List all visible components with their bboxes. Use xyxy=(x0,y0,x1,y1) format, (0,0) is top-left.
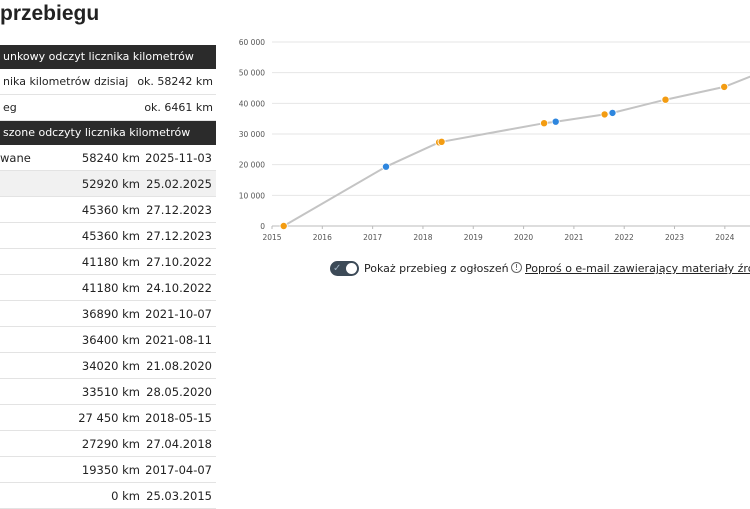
reading-date: 2017-04-07 xyxy=(145,462,212,477)
reading-km: 45360 km xyxy=(81,202,140,217)
info-icon: ! xyxy=(511,262,522,273)
x-tick-label: 2018 xyxy=(413,233,432,242)
reading-date: 27.10.2022 xyxy=(146,254,212,269)
reading-row: 0 km 25.03.2015 xyxy=(0,483,216,509)
reading-row: 45360 km 27.12.2023 xyxy=(0,223,216,249)
reading-km: 36400 km xyxy=(81,332,140,347)
data-point[interactable] xyxy=(551,117,560,126)
reading-row: 27290 km 27.04.2018 xyxy=(0,431,216,457)
reading-km: 41180 km xyxy=(81,254,140,269)
x-tick-label: 2019 xyxy=(464,233,483,242)
x-tick-label: 2022 xyxy=(615,233,634,242)
page-title: przebiegu xyxy=(0,2,100,25)
reading-km: 52920 km xyxy=(81,176,140,191)
reading-km: 41180 km xyxy=(81,280,140,295)
reading-row: 19350 km 2017-04-07 xyxy=(0,457,216,483)
x-tick-label: 2021 xyxy=(564,233,583,242)
summary-row: nika kilometrów dzisiaj ok. 58242 km xyxy=(0,69,216,95)
reading-row: 41180 km 24.10.2022 xyxy=(0,275,216,301)
reading-date: 2021-10-07 xyxy=(145,306,212,321)
x-tick-label: 2016 xyxy=(313,233,332,242)
reading-km: 0 km xyxy=(111,488,140,503)
reading-row: 36890 km 2021-10-07 xyxy=(0,301,216,327)
readings-list: wane 58240 km 2025-11-03 52920 km 25.02.2025… xyxy=(0,145,216,509)
reading-date: 27.04.2018 xyxy=(146,436,212,451)
reading-date: 25.03.2015 xyxy=(146,488,212,503)
chart-controls: ✓ Pokaż przebieg z ogłoszeń ! Poproś o e… xyxy=(330,260,750,278)
reading-km: 27290 km xyxy=(81,436,140,451)
summary-label: eg xyxy=(3,101,17,114)
reading-date: 21.08.2020 xyxy=(146,358,212,373)
data-point[interactable] xyxy=(279,221,288,230)
reading-km: 27 450 km xyxy=(78,410,140,425)
data-point[interactable] xyxy=(661,95,670,104)
reading-date: 28.05.2020 xyxy=(146,384,212,399)
data-point[interactable] xyxy=(608,108,617,117)
reading-source: wane xyxy=(0,150,31,165)
reading-date: 25.02.2025 xyxy=(146,176,212,191)
x-tick-label: 2024 xyxy=(715,233,734,242)
y-tick-label: 20 000 xyxy=(239,161,265,170)
reading-km: 34020 km xyxy=(81,358,140,373)
reading-date: 24.10.2022 xyxy=(146,280,212,295)
y-tick-label: 10 000 xyxy=(239,191,265,200)
y-tick-label: 40 000 xyxy=(239,99,265,108)
reading-row: 34020 km 21.08.2020 xyxy=(0,353,216,379)
readings-header: szone odczyty licznika kilometrów xyxy=(0,121,216,145)
reading-date: 27.12.2023 xyxy=(146,202,212,217)
toggle-knob xyxy=(346,263,357,274)
y-tick-label: 30 000 xyxy=(239,130,265,139)
y-tick-label: 0 xyxy=(260,222,265,231)
reading-row: 33510 km 28.05.2020 xyxy=(0,379,216,405)
reading-date: 27.12.2023 xyxy=(146,228,212,243)
reading-row: 36400 km 2021-08-11 xyxy=(0,327,216,353)
data-point[interactable] xyxy=(437,137,446,146)
data-point[interactable] xyxy=(600,110,609,119)
summary-label: nika kilometrów dzisiaj xyxy=(3,75,129,88)
data-point[interactable] xyxy=(381,162,390,171)
reading-row: 27 450 km 2018-05-15 xyxy=(0,405,216,431)
x-tick-label: 2023 xyxy=(665,233,684,242)
reading-date: 2021-08-11 xyxy=(145,332,212,347)
reading-km: 45360 km xyxy=(81,228,140,243)
reading-row: 45360 km 27.12.2023 xyxy=(0,197,216,223)
summary-value: ok. 58242 km xyxy=(137,75,213,88)
x-tick-label: 2017 xyxy=(363,233,382,242)
reading-date: 2018-05-15 xyxy=(145,410,212,425)
show-listings-toggle[interactable]: ✓ xyxy=(330,261,359,276)
reading-row: 41180 km 27.10.2022 xyxy=(0,249,216,275)
reading-km: 19350 km xyxy=(81,462,140,477)
data-point[interactable] xyxy=(540,119,549,128)
summary-row: eg ok. 6461 km xyxy=(0,95,216,121)
reading-date: 2025-11-03 xyxy=(145,150,212,165)
y-tick-label: 60 000 xyxy=(239,38,265,47)
request-email-link[interactable]: Poproś o e-mail zawierający materiały źr… xyxy=(525,262,750,275)
toggle-label[interactable]: Pokaż przebieg z ogłoszeń xyxy=(364,262,509,275)
mileage-table: unkowy odczyt licznika kilometrów nika k… xyxy=(0,45,216,509)
reading-km: 58240 km xyxy=(81,150,140,165)
reading-km: 36890 km xyxy=(81,306,140,321)
mileage-line xyxy=(283,75,750,227)
y-tick-label: 50 000 xyxy=(239,69,265,78)
summary-value: ok. 6461 km xyxy=(144,101,213,114)
reading-row: wane 58240 km 2025-11-03 xyxy=(0,145,216,171)
reading-km: 33510 km xyxy=(81,384,140,399)
x-tick-label: 2015 xyxy=(262,233,281,242)
summary-header: unkowy odczyt licznika kilometrów xyxy=(0,45,216,69)
mileage-chart: 0 10 000 20 000 30 000 40 000 50 000 60 000 201… xyxy=(239,38,750,242)
data-point[interactable] xyxy=(720,82,729,91)
x-tick-label: 2020 xyxy=(514,233,533,242)
check-icon: ✓ xyxy=(333,263,342,274)
reading-row: 52920 km 25.02.2025 xyxy=(0,171,216,197)
